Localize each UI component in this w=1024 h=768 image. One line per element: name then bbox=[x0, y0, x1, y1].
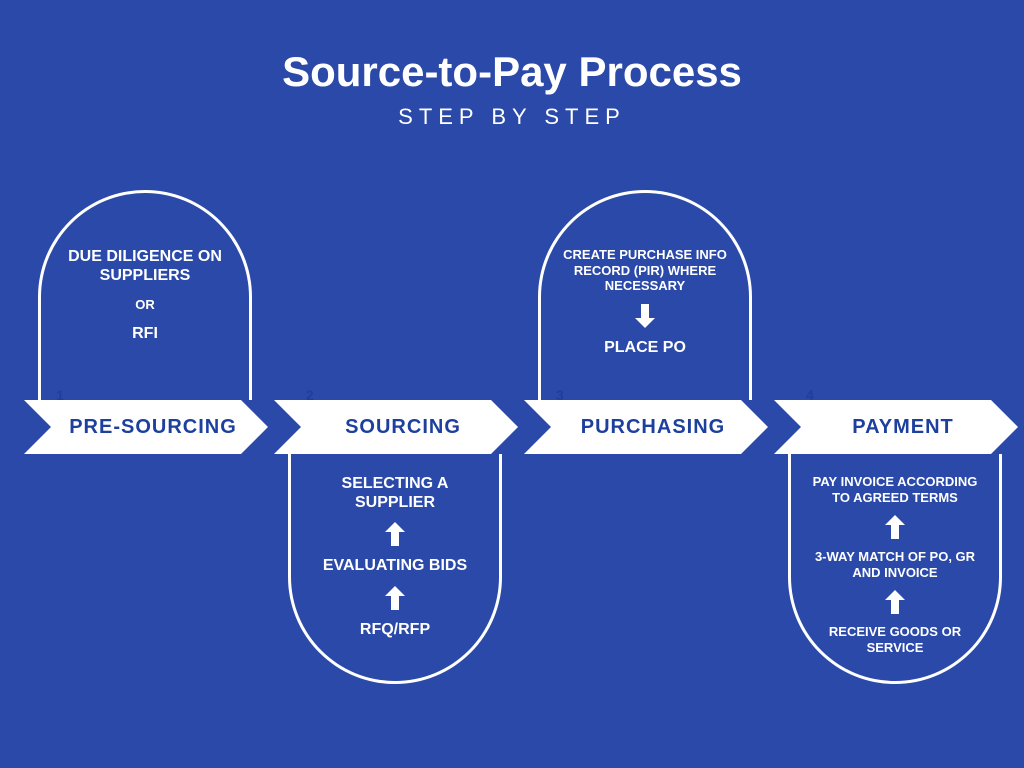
pill-text: CREATE PURCHASE INFO RECORD (PIR) WHERE … bbox=[541, 247, 749, 294]
arrow-up-icon bbox=[883, 588, 907, 616]
pill-text: PLACE PO bbox=[541, 338, 749, 357]
pill-text: RECEIVE GOODS OR SERVICE bbox=[791, 624, 999, 655]
step-label: PURCHASING bbox=[524, 400, 768, 454]
step-banner-3: PURCHASING bbox=[524, 400, 768, 454]
step-number: 1 bbox=[56, 387, 64, 403]
pill-text: RFQ/RFP bbox=[291, 620, 499, 639]
arrow-down-icon bbox=[633, 302, 657, 330]
arrow-up-icon bbox=[883, 513, 907, 541]
page-subtitle: STEP BY STEP bbox=[0, 104, 1024, 130]
step-number: 4 bbox=[806, 387, 814, 403]
arrow-up-icon bbox=[383, 520, 407, 548]
step-label: SOURCING bbox=[274, 400, 518, 454]
step-number: 2 bbox=[306, 387, 314, 403]
pill-text: PAY INVOICE ACCORDING TO AGREED TERMS bbox=[791, 474, 999, 505]
step-label: PAYMENT bbox=[774, 400, 1018, 454]
pill-text: EVALUATING BIDS bbox=[291, 556, 499, 575]
pill-text: DUE DILIGENCE ON SUPPLIERS bbox=[41, 247, 249, 285]
pill-text: RFI bbox=[41, 324, 249, 343]
step-banner-2: SOURCING bbox=[274, 400, 518, 454]
step-label: PRE-SOURCING bbox=[24, 400, 268, 454]
diagram-canvas: Source-to-Pay Process STEP BY STEP PRE-S… bbox=[0, 0, 1024, 768]
pill-text: 3-WAY MATCH OF PO, GR AND INVOICE bbox=[791, 549, 999, 580]
step-pill-3: CREATE PURCHASE INFO RECORD (PIR) WHERE … bbox=[538, 190, 752, 400]
step-banner-1: PRE-SOURCING bbox=[24, 400, 268, 454]
step-banner-4: PAYMENT bbox=[774, 400, 1018, 454]
step-number: 3 bbox=[556, 387, 564, 403]
pill-text: SELECTING A SUPPLIER bbox=[291, 474, 499, 512]
step-pill-4: PAY INVOICE ACCORDING TO AGREED TERMS 3-W… bbox=[788, 454, 1002, 684]
arrow-up-icon bbox=[383, 584, 407, 612]
step-pill-2: SELECTING A SUPPLIER EVALUATING BIDS RFQ/R… bbox=[288, 454, 502, 684]
page-title: Source-to-Pay Process bbox=[0, 48, 1024, 96]
pill-or: OR bbox=[135, 297, 155, 312]
step-pill-1: DUE DILIGENCE ON SUPPLIERS OR RFI bbox=[38, 190, 252, 400]
